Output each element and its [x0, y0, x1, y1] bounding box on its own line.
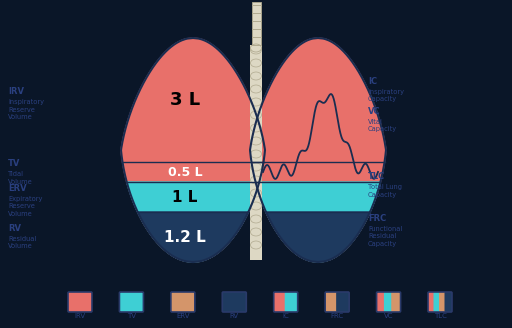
Polygon shape: [138, 212, 248, 262]
Ellipse shape: [250, 44, 262, 52]
FancyBboxPatch shape: [222, 292, 246, 312]
Ellipse shape: [250, 85, 262, 93]
Ellipse shape: [250, 46, 262, 54]
Ellipse shape: [250, 228, 262, 236]
FancyBboxPatch shape: [119, 292, 143, 312]
Text: IRV: IRV: [74, 313, 86, 319]
Text: 3 L: 3 L: [170, 91, 200, 109]
Ellipse shape: [250, 137, 262, 145]
Text: 1.2 L: 1.2 L: [164, 230, 206, 244]
Polygon shape: [121, 38, 265, 262]
Ellipse shape: [250, 124, 262, 132]
Text: Total Lung
Capacity: Total Lung Capacity: [368, 184, 402, 197]
FancyBboxPatch shape: [439, 292, 446, 312]
FancyBboxPatch shape: [444, 292, 452, 312]
Ellipse shape: [250, 215, 262, 223]
Text: Residual
Volume: Residual Volume: [8, 236, 36, 250]
Ellipse shape: [250, 111, 262, 119]
Text: IRV: IRV: [8, 87, 24, 96]
Text: FRC: FRC: [331, 313, 344, 319]
Bar: [251, 2, 261, 45]
Ellipse shape: [250, 202, 262, 210]
Polygon shape: [266, 212, 370, 262]
Ellipse shape: [250, 189, 262, 197]
Text: ERV: ERV: [176, 313, 189, 319]
Text: IC: IC: [368, 77, 377, 86]
Text: Tidal
Volume: Tidal Volume: [8, 171, 33, 184]
Polygon shape: [250, 38, 386, 262]
FancyBboxPatch shape: [434, 292, 441, 312]
Text: Inspiratory
Capacity: Inspiratory Capacity: [368, 89, 404, 102]
FancyBboxPatch shape: [391, 292, 400, 312]
Text: Functional
Residual
Capacity: Functional Residual Capacity: [368, 226, 402, 247]
Ellipse shape: [250, 98, 262, 106]
FancyBboxPatch shape: [325, 292, 338, 312]
Polygon shape: [138, 212, 248, 262]
Text: 0.5 L: 0.5 L: [168, 166, 202, 178]
FancyBboxPatch shape: [68, 292, 92, 312]
Bar: [250, 45, 262, 260]
Text: VC: VC: [384, 313, 393, 319]
FancyBboxPatch shape: [336, 292, 349, 312]
Ellipse shape: [250, 59, 262, 67]
FancyBboxPatch shape: [376, 292, 386, 312]
Text: TLC: TLC: [368, 172, 385, 181]
Text: TV: TV: [8, 159, 20, 168]
Polygon shape: [266, 212, 370, 262]
FancyBboxPatch shape: [171, 292, 195, 312]
FancyBboxPatch shape: [428, 292, 436, 312]
Text: ERV: ERV: [8, 184, 27, 193]
Ellipse shape: [250, 241, 262, 249]
Text: TV: TV: [127, 313, 136, 319]
Text: FRC: FRC: [368, 214, 386, 223]
FancyBboxPatch shape: [384, 292, 393, 312]
FancyBboxPatch shape: [274, 292, 287, 312]
Text: IC: IC: [282, 313, 289, 319]
Text: Expiratory
Reserve
Volume: Expiratory Reserve Volume: [8, 196, 42, 217]
Ellipse shape: [250, 72, 262, 80]
FancyBboxPatch shape: [285, 292, 297, 312]
Text: 1 L: 1 L: [173, 190, 198, 204]
Polygon shape: [127, 182, 259, 262]
Polygon shape: [255, 182, 380, 262]
Text: VC: VC: [368, 107, 380, 116]
Text: RV: RV: [230, 313, 239, 319]
Text: TLC: TLC: [434, 313, 446, 319]
Text: Inspiratory
Reserve
Volume: Inspiratory Reserve Volume: [8, 99, 44, 120]
Text: RV: RV: [8, 224, 21, 233]
Ellipse shape: [250, 163, 262, 171]
Ellipse shape: [250, 150, 262, 158]
Ellipse shape: [250, 176, 262, 184]
Text: Vital
Capacity: Vital Capacity: [368, 119, 397, 133]
